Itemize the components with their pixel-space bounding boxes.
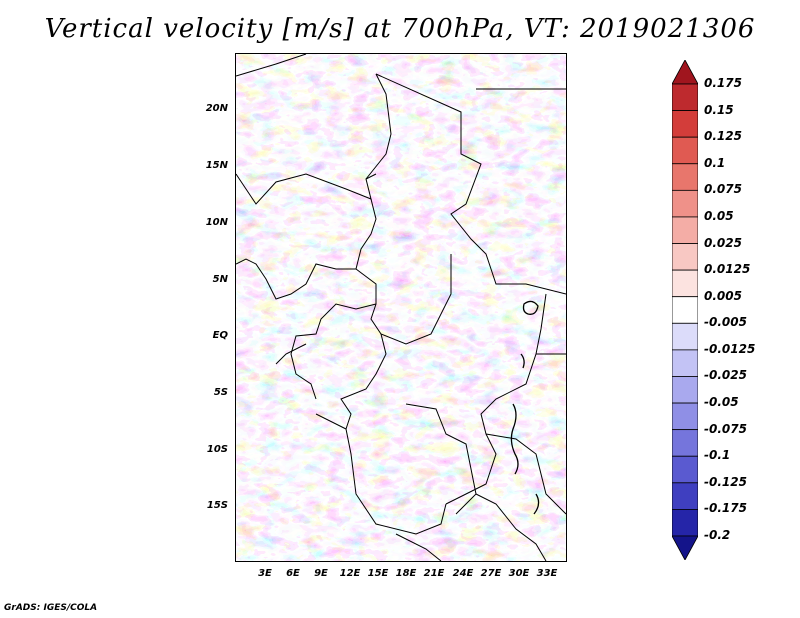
colorbar bbox=[672, 60, 698, 560]
velocity-field bbox=[236, 54, 566, 561]
lon-label: 21E bbox=[423, 568, 445, 579]
colorbar-label: -0.0125 bbox=[704, 341, 756, 356]
lat-label: EQ bbox=[212, 330, 228, 341]
credit-text: GrADS: IGES/COLA bbox=[4, 603, 98, 613]
colorbar-label: 0.125 bbox=[704, 129, 742, 144]
lakes bbox=[510, 300, 540, 515]
lon-label: 27E bbox=[480, 568, 502, 579]
lon-label: 18E bbox=[395, 568, 417, 579]
colorbar-top-arrow bbox=[672, 60, 698, 85]
lon-label: 33E bbox=[536, 568, 558, 579]
colorbar-label: -0.025 bbox=[704, 368, 747, 383]
colorbar-segment bbox=[672, 189, 698, 218]
map-field bbox=[236, 54, 566, 561]
lon-label: 9E bbox=[314, 568, 328, 579]
lat-label: 15N bbox=[205, 160, 228, 171]
lon-label: 30E bbox=[508, 568, 530, 579]
colorbar-segment bbox=[672, 455, 698, 484]
colorbar-label: 0.0125 bbox=[704, 262, 751, 277]
lat-label: 20N bbox=[205, 103, 228, 114]
colorbar-segment bbox=[672, 376, 698, 404]
colorbar-label: 0.005 bbox=[704, 288, 742, 303]
colorbar-label: 0.1 bbox=[704, 155, 726, 170]
colorbar-segment bbox=[672, 429, 698, 457]
colorbar-segment bbox=[672, 296, 698, 324]
lon-label: 3E bbox=[258, 568, 272, 579]
colorbar-label: -0.05 bbox=[704, 395, 739, 410]
lat-label: 5S bbox=[213, 387, 228, 398]
colorbar-label: -0.125 bbox=[704, 474, 747, 489]
colorbar-segment bbox=[672, 110, 698, 138]
lat-label: 10N bbox=[205, 217, 228, 228]
colorbar-segment bbox=[672, 482, 698, 510]
colorbar-label: -0.005 bbox=[704, 315, 747, 330]
colorbar-segment bbox=[672, 349, 698, 377]
lon-label: 12E bbox=[339, 568, 361, 579]
colorbar-label: 0.075 bbox=[704, 182, 742, 197]
colorbar-label: -0.2 bbox=[704, 528, 731, 542]
colorbar-label: 0.15 bbox=[704, 102, 734, 117]
colorbar-label: 0.05 bbox=[704, 208, 734, 223]
lon-label: 15E bbox=[367, 568, 389, 579]
country-borders bbox=[236, 54, 566, 561]
map-panel bbox=[235, 53, 567, 562]
colorbar-segment bbox=[672, 322, 698, 351]
colorbar-label: -0.175 bbox=[704, 501, 747, 516]
colorbar-segment bbox=[672, 269, 698, 298]
colorbar-bottom-arrow bbox=[672, 535, 698, 560]
lat-label: 10S bbox=[206, 444, 228, 455]
colorbar-segment bbox=[672, 136, 698, 165]
colorbar-label: 0.175 bbox=[704, 76, 742, 90]
colorbar-label: 0.025 bbox=[704, 235, 742, 250]
lon-label: 24E bbox=[452, 568, 474, 579]
colorbar-segment bbox=[672, 509, 698, 537]
colorbar-segment bbox=[672, 243, 698, 271]
colorbar-label: -0.075 bbox=[704, 421, 747, 436]
colorbar-segment bbox=[672, 402, 698, 431]
chart-title: Vertical velocity [m/s] at 700hPa, VT: 2… bbox=[44, 14, 756, 44]
colorbar-segment bbox=[672, 163, 698, 191]
colorbar-segment bbox=[672, 83, 698, 111]
lat-label: 15S bbox=[206, 500, 228, 511]
colorbar-segment bbox=[672, 216, 698, 244]
lat-label: 5N bbox=[212, 274, 228, 285]
lon-label: 6E bbox=[286, 568, 300, 579]
colorbar-label: -0.1 bbox=[704, 448, 731, 463]
